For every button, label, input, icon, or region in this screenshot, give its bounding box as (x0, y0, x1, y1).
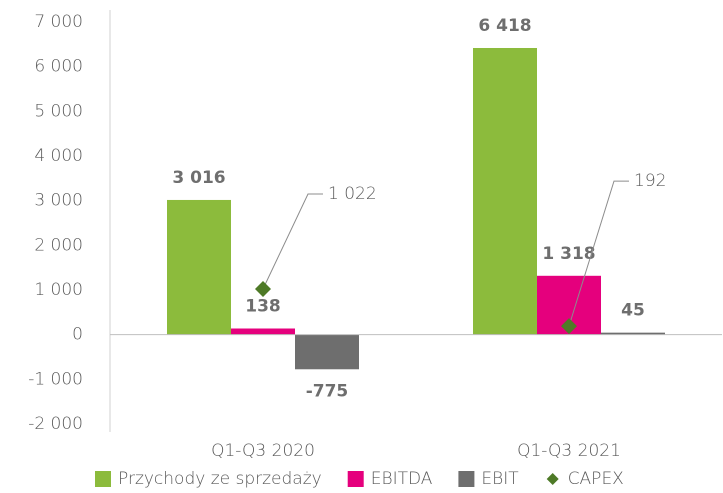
capex-marker (255, 281, 271, 298)
y-tick-label: -2 000 (28, 414, 83, 434)
value-label: 192 (634, 171, 666, 191)
legend-label: CAPEX (568, 469, 624, 489)
legend-label: EBITDA (371, 469, 433, 489)
legend-label: EBIT (481, 469, 519, 489)
value-label: 45 (621, 301, 645, 321)
y-tick-label: 5 000 (34, 101, 83, 121)
bar (295, 334, 359, 370)
legend-swatch (347, 471, 364, 487)
value-label: 3 016 (172, 168, 225, 188)
y-tick-label: 0 (72, 325, 83, 345)
value-label: -775 (306, 381, 349, 401)
legend-marker (546, 473, 559, 485)
bar (231, 328, 295, 335)
bar (601, 332, 665, 335)
y-tick-label: 1 000 (34, 280, 83, 300)
value-label: 1 318 (542, 244, 595, 264)
capex-marker (561, 318, 577, 335)
y-tick-label: 3 000 (34, 191, 83, 211)
legend-label: Przychody ze sprzedaży (118, 469, 322, 489)
y-tick-label: 6 000 (34, 57, 83, 77)
bar (167, 199, 231, 335)
leader-line (568, 180, 629, 327)
value-label: 1 022 (328, 184, 377, 204)
x-tick-label: Q1-Q3 2020 (211, 441, 315, 461)
legend-swatch (458, 471, 475, 487)
bar (473, 47, 537, 335)
leader-line (262, 193, 323, 290)
y-tick-label: 4 000 (34, 146, 83, 166)
value-label: 138 (245, 297, 281, 317)
x-tick-label: Q1-Q3 2021 (517, 441, 621, 461)
y-tick-label: -1 000 (28, 369, 83, 389)
value-label: 6 418 (478, 16, 531, 36)
y-tick-label: 7 000 (34, 12, 83, 32)
y-tick-label: 2 000 (34, 235, 83, 255)
legend-swatch (95, 471, 111, 487)
